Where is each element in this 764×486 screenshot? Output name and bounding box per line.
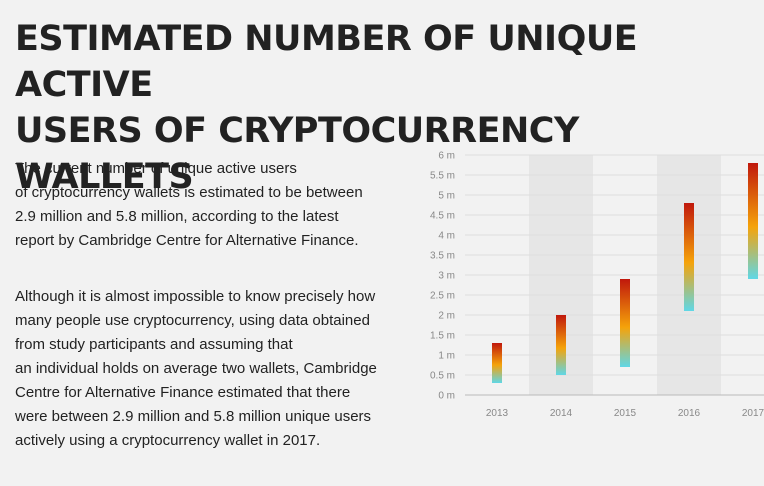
x-tick-label: 2017 bbox=[742, 408, 764, 419]
y-tick-label: 2.5 m bbox=[430, 291, 455, 302]
x-tick-label: 2013 bbox=[486, 408, 509, 419]
paragraph-line: actively using a cryptocurrency wallet i… bbox=[15, 432, 321, 449]
y-tick-label: 2 m bbox=[438, 311, 455, 322]
y-axis-ticks: 0 m 0.5 m 1 m 1.5 m 2 m 2.5 m 3 m 3.5 m 4 m 4.5 m… bbox=[430, 151, 455, 402]
paragraph-line: Although it is almost impossible to know… bbox=[15, 288, 376, 305]
paragraph-line: Centre for Alternative Finance estimated… bbox=[15, 384, 351, 401]
paragraph-line: report by Cambridge Centre for Alternati… bbox=[15, 232, 359, 249]
bar-2016 bbox=[684, 203, 694, 311]
y-tick-label: 6 m bbox=[438, 151, 455, 162]
x-tick-label: 2016 bbox=[678, 408, 701, 419]
y-tick-label: 5 m bbox=[438, 191, 455, 202]
chart-gridlines bbox=[465, 154, 764, 396]
intro-paragraph: The current number of unique active user… bbox=[15, 157, 390, 253]
x-axis-ticks: 2013 2014 2015 2016 2017 bbox=[486, 408, 764, 419]
title-line-2: USERS OF CRYPTOCURRENCY WALLETS bbox=[15, 111, 579, 197]
paragraph-line: of cryptocurrency wallets is estimated t… bbox=[15, 184, 363, 201]
chart-bars bbox=[492, 163, 758, 383]
paragraph-line: an individual holds on average two walle… bbox=[15, 360, 377, 377]
bar-2017 bbox=[748, 163, 758, 279]
y-tick-label: 3 m bbox=[438, 271, 455, 282]
paragraph-line: The current number of unique active user… bbox=[15, 160, 297, 177]
paragraph-line: were between 2.9 million and 5.8 million… bbox=[15, 408, 372, 425]
paragraph-line: from study participants and assuming tha… bbox=[15, 336, 293, 353]
y-tick-label: 5.5 m bbox=[430, 171, 455, 182]
bar-2014 bbox=[556, 315, 566, 375]
bar-2015 bbox=[620, 279, 630, 367]
y-tick-label: 4 m bbox=[438, 231, 455, 242]
paragraph-line: many people use cryptocurrency, using da… bbox=[15, 312, 370, 329]
y-tick-label: 1.5 m bbox=[430, 331, 455, 342]
paragraph-line: 2.9 million and 5.8 million, according t… bbox=[15, 208, 339, 225]
chart-svg: 0 m 0.5 m 1 m 1.5 m 2 m 2.5 m 3 m 3.5 m 4 m 4.5 m… bbox=[430, 151, 764, 419]
y-tick-label: 1 m bbox=[438, 351, 455, 362]
x-tick-label: 2015 bbox=[614, 408, 637, 419]
page-title: ESTIMATED NUMBER OF UNIQUE ACTIVE USERS … bbox=[15, 16, 755, 200]
y-tick-label: 0.5 m bbox=[430, 371, 455, 382]
wallet-users-chart: 0 m 0.5 m 1 m 1.5 m 2 m 2.5 m 3 m 3.5 m 4 m 4.5 m… bbox=[400, 140, 764, 430]
y-tick-label: 0 m bbox=[438, 391, 455, 402]
title-line-1: ESTIMATED NUMBER OF UNIQUE ACTIVE bbox=[15, 19, 638, 105]
x-tick-label: 2014 bbox=[550, 408, 573, 419]
detail-paragraph: Although it is almost impossible to know… bbox=[15, 285, 390, 453]
y-tick-label: 4.5 m bbox=[430, 211, 455, 222]
bar-2013 bbox=[492, 343, 502, 383]
y-tick-label: 3.5 m bbox=[430, 251, 455, 262]
